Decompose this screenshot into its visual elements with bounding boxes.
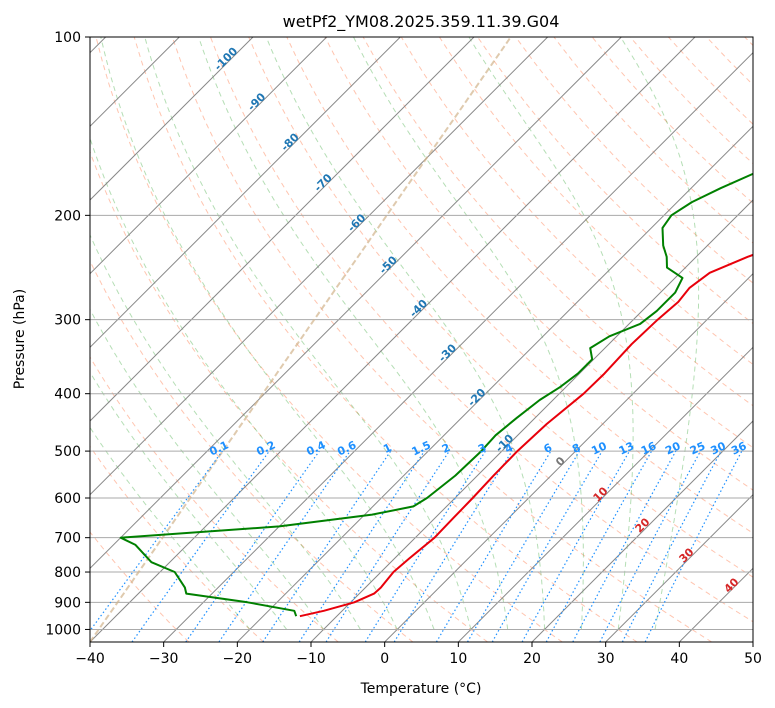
- mixing-ratio-label: 16: [639, 439, 659, 457]
- dry-adiabat: [515, 37, 753, 284]
- mixing-ratio-label: 30: [708, 439, 728, 457]
- temperature-line: [299, 253, 753, 618]
- dewpoint-line: [119, 172, 753, 617]
- mixing-ratio-label: 13: [617, 439, 636, 457]
- dry-adiabat: [171, 37, 712, 642]
- moist-adiabat: [100, 37, 435, 630]
- dry-adiabat: [90, 356, 339, 642]
- x-tick-label: 0: [380, 651, 389, 667]
- mixing-ratio-line: [393, 450, 513, 642]
- x-axis: −40 −30 −20 −10 0 10 20 30 40 50: [75, 642, 762, 667]
- isotherm: [236, 125, 753, 642]
- isotherm: [605, 493, 753, 642]
- isotherm: [90, 37, 401, 349]
- dry-adiabat: [133, 37, 638, 642]
- y-tick-label: 200: [54, 208, 81, 224]
- plot-background: [90, 37, 753, 642]
- y-tick-label: 100: [54, 30, 81, 46]
- moist-adiabat: [90, 371, 288, 630]
- mixing-ratio-line: [325, 450, 450, 642]
- mixing-ratio-line: [644, 450, 743, 642]
- isotherm: [752, 641, 753, 642]
- x-tick-label: 10: [449, 651, 467, 667]
- mixing-ratio-line: [90, 450, 223, 632]
- background-lines: [90, 37, 753, 642]
- mixing-ratio-label: 20: [663, 439, 683, 457]
- isotherm: [90, 37, 622, 570]
- y-tick-label: 400: [54, 387, 81, 403]
- y-axis: 100 200 300 400 500 600 700 800 900 1000: [45, 30, 90, 638]
- moist-adiabat: [620, 37, 700, 630]
- x-tick-label: −40: [75, 651, 105, 667]
- moist-adiabat: [198, 37, 509, 630]
- mixing-ratio-line: [521, 450, 631, 642]
- dry-adiabat: [90, 445, 264, 642]
- moist-adiabat: [90, 136, 398, 630]
- mixing-ratio-line: [218, 450, 351, 642]
- isotherm: [90, 37, 475, 422]
- dry-adiabat: [400, 37, 753, 407]
- x-tick-label: 50: [744, 651, 762, 667]
- profile-lines: [119, 172, 753, 618]
- y-tick-label: 900: [54, 595, 81, 611]
- isotherm: [457, 346, 753, 642]
- isotherm: [163, 51, 753, 642]
- moist-adiabat: [468, 37, 634, 630]
- x-axis-label: Temperature (°C): [360, 681, 482, 697]
- isotherm: [90, 37, 254, 201]
- x-tick-label: 40: [670, 651, 688, 667]
- x-tick-label: −10: [296, 651, 326, 667]
- isotherm: [531, 420, 753, 642]
- x-tick-label: −20: [223, 651, 253, 667]
- y-axis-label: Pressure (hPa): [12, 289, 28, 389]
- mixing-ratio-label: 25: [688, 439, 707, 457]
- mixing-ratio-line: [545, 450, 653, 642]
- dry-adiabat: [90, 150, 488, 642]
- y-tick-label: 700: [54, 531, 81, 547]
- x-tick-label: 20: [523, 651, 541, 667]
- dry-adiabat: [95, 37, 563, 642]
- mixing-ratio-label: 36: [729, 439, 749, 457]
- moist-adiabat: [90, 233, 361, 630]
- mixing-ratio-line: [262, 450, 392, 642]
- y-tick-label: 800: [54, 565, 81, 581]
- x-tick-label: −30: [149, 651, 179, 667]
- mixing-ratio-line: [298, 450, 425, 642]
- mixing-ratio-line: [572, 450, 677, 642]
- moist-adiabat: [265, 37, 546, 630]
- isotherm: [384, 272, 753, 642]
- moist-adiabat: [353, 37, 584, 630]
- isotherm: [90, 37, 549, 496]
- y-tick-label: 600: [54, 491, 81, 507]
- mixing-ratio-line: [131, 450, 270, 642]
- y-tick-label: 1000: [45, 622, 81, 638]
- y-tick-label: 300: [54, 313, 81, 329]
- x-tick-label: 30: [597, 651, 615, 667]
- dry-adiabat: [90, 531, 190, 642]
- isotherm: [90, 37, 328, 275]
- mixing-ratio-label: 10: [589, 439, 609, 457]
- moist-adiabat: [90, 426, 251, 630]
- dry-adiabat: [438, 37, 753, 366]
- plot-frame: [89, 36, 754, 643]
- chart-title: wetPf2_YM08.2025.359.11.39.G04: [283, 12, 560, 32]
- dry-adiabat: [248, 37, 753, 578]
- isotherm: [90, 37, 696, 642]
- isotherm: [310, 199, 753, 642]
- y-tick-label: 500: [54, 444, 81, 460]
- mixing-ratio-line: [185, 450, 320, 642]
- dry-adiabat: [210, 37, 753, 623]
